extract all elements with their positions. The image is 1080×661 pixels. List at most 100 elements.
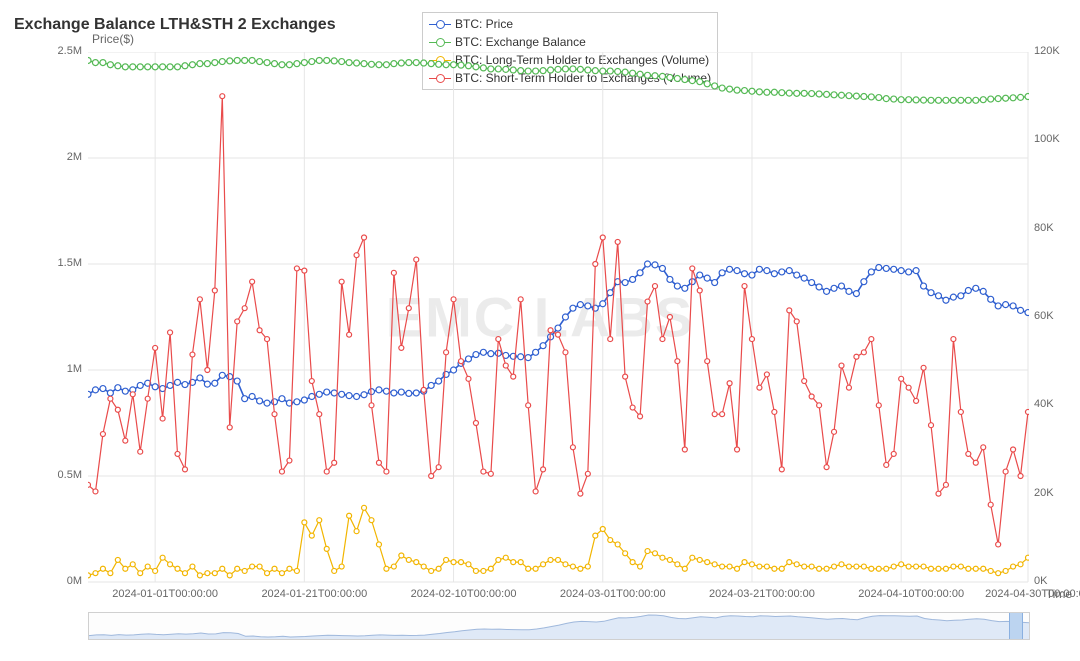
series-marker[interactable] xyxy=(749,337,754,342)
series-marker[interactable] xyxy=(578,491,583,496)
series-marker[interactable] xyxy=(488,471,493,476)
series-marker[interactable] xyxy=(376,387,382,393)
series-marker[interactable] xyxy=(257,328,262,333)
series-marker[interactable] xyxy=(771,89,777,95)
series-marker[interactable] xyxy=(645,549,650,554)
series-marker[interactable] xyxy=(630,560,635,565)
series-marker[interactable] xyxy=(324,57,330,63)
series-marker[interactable] xyxy=(652,284,657,289)
series-marker[interactable] xyxy=(794,319,799,324)
series-marker[interactable] xyxy=(779,90,785,96)
series-marker[interactable] xyxy=(838,283,844,289)
series-marker[interactable] xyxy=(1010,95,1016,101)
series-marker[interactable] xyxy=(88,482,91,487)
series-marker[interactable] xyxy=(167,382,173,388)
series-marker[interactable] xyxy=(548,67,554,73)
series-marker[interactable] xyxy=(674,76,680,82)
series-marker[interactable] xyxy=(526,403,531,408)
series-marker[interactable] xyxy=(622,280,628,286)
series-marker[interactable] xyxy=(122,388,128,394)
series-marker[interactable] xyxy=(451,367,457,373)
series-marker[interactable] xyxy=(495,350,501,356)
series-marker[interactable] xyxy=(414,560,419,565)
series-marker[interactable] xyxy=(958,293,964,299)
series-marker[interactable] xyxy=(279,571,284,576)
series-marker[interactable] xyxy=(444,557,449,562)
series-marker[interactable] xyxy=(316,57,322,63)
series-marker[interactable] xyxy=(786,268,792,274)
series-marker[interactable] xyxy=(861,94,867,100)
series-marker[interactable] xyxy=(88,391,91,397)
series-marker[interactable] xyxy=(980,97,986,103)
series-marker[interactable] xyxy=(996,542,1001,547)
series-marker[interactable] xyxy=(175,64,181,70)
series-marker[interactable] xyxy=(481,469,486,474)
series-marker[interactable] xyxy=(421,60,427,66)
series-marker[interactable] xyxy=(145,564,150,569)
series-marker[interactable] xyxy=(526,566,531,571)
series-marker[interactable] xyxy=(607,290,613,296)
series-marker[interactable] xyxy=(272,61,278,67)
series-marker[interactable] xyxy=(988,296,994,302)
series-marker[interactable] xyxy=(682,77,688,83)
series-marker[interactable] xyxy=(354,529,359,534)
series-marker[interactable] xyxy=(443,62,449,68)
series-marker[interactable] xyxy=(704,275,710,281)
series-marker[interactable] xyxy=(152,384,158,390)
series-marker[interactable] xyxy=(145,64,151,70)
series-marker[interactable] xyxy=(287,458,292,463)
series-marker[interactable] xyxy=(100,60,106,66)
series-marker[interactable] xyxy=(1003,568,1008,573)
series-marker[interactable] xyxy=(250,279,255,284)
series-marker[interactable] xyxy=(123,438,128,443)
series-marker[interactable] xyxy=(1025,310,1029,316)
series-marker[interactable] xyxy=(1018,94,1024,100)
series-marker[interactable] xyxy=(107,62,113,68)
series-marker[interactable] xyxy=(473,352,479,358)
legend-item[interactable]: BTC: Exchange Balance xyxy=(429,33,711,51)
series-marker[interactable] xyxy=(294,399,300,405)
series-marker[interactable] xyxy=(279,62,285,68)
series-marker[interactable] xyxy=(212,380,218,386)
series-marker[interactable] xyxy=(608,337,613,342)
series-marker[interactable] xyxy=(459,560,464,565)
series-marker[interactable] xyxy=(742,560,747,565)
series-marker[interactable] xyxy=(242,396,248,402)
series-marker[interactable] xyxy=(444,350,449,355)
series-marker[interactable] xyxy=(242,568,247,573)
series-marker[interactable] xyxy=(995,96,1001,102)
series-marker[interactable] xyxy=(436,378,442,384)
series-marker[interactable] xyxy=(824,288,830,294)
series-marker[interactable] xyxy=(182,571,187,576)
series-marker[interactable] xyxy=(705,560,710,565)
series-marker[interactable] xyxy=(898,97,904,103)
series-marker[interactable] xyxy=(853,93,859,99)
series-marker[interactable] xyxy=(264,60,270,66)
series-marker[interactable] xyxy=(339,391,345,397)
series-marker[interactable] xyxy=(756,266,762,272)
series-marker[interactable] xyxy=(928,97,934,103)
series-marker[interactable] xyxy=(809,394,814,399)
series-marker[interactable] xyxy=(667,74,673,80)
series-marker[interactable] xyxy=(160,64,166,70)
series-marker[interactable] xyxy=(115,557,120,562)
series-marker[interactable] xyxy=(659,73,665,79)
series-marker[interactable] xyxy=(332,568,337,573)
series-marker[interactable] xyxy=(250,564,255,569)
series-marker[interactable] xyxy=(638,564,643,569)
series-marker[interactable] xyxy=(137,64,143,70)
series-marker[interactable] xyxy=(622,69,628,75)
series-marker[interactable] xyxy=(556,557,561,562)
series-marker[interactable] xyxy=(466,376,471,381)
series-marker[interactable] xyxy=(100,432,105,437)
series-marker[interactable] xyxy=(391,61,397,67)
series-marker[interactable] xyxy=(824,91,830,97)
series-marker[interactable] xyxy=(525,355,531,361)
series-marker[interactable] xyxy=(771,271,777,277)
series-marker[interactable] xyxy=(272,399,278,405)
series-marker[interactable] xyxy=(958,97,964,103)
series-marker[interactable] xyxy=(615,542,620,547)
series-marker[interactable] xyxy=(884,462,889,467)
series-marker[interactable] xyxy=(257,564,262,569)
series-marker[interactable] xyxy=(496,337,501,342)
